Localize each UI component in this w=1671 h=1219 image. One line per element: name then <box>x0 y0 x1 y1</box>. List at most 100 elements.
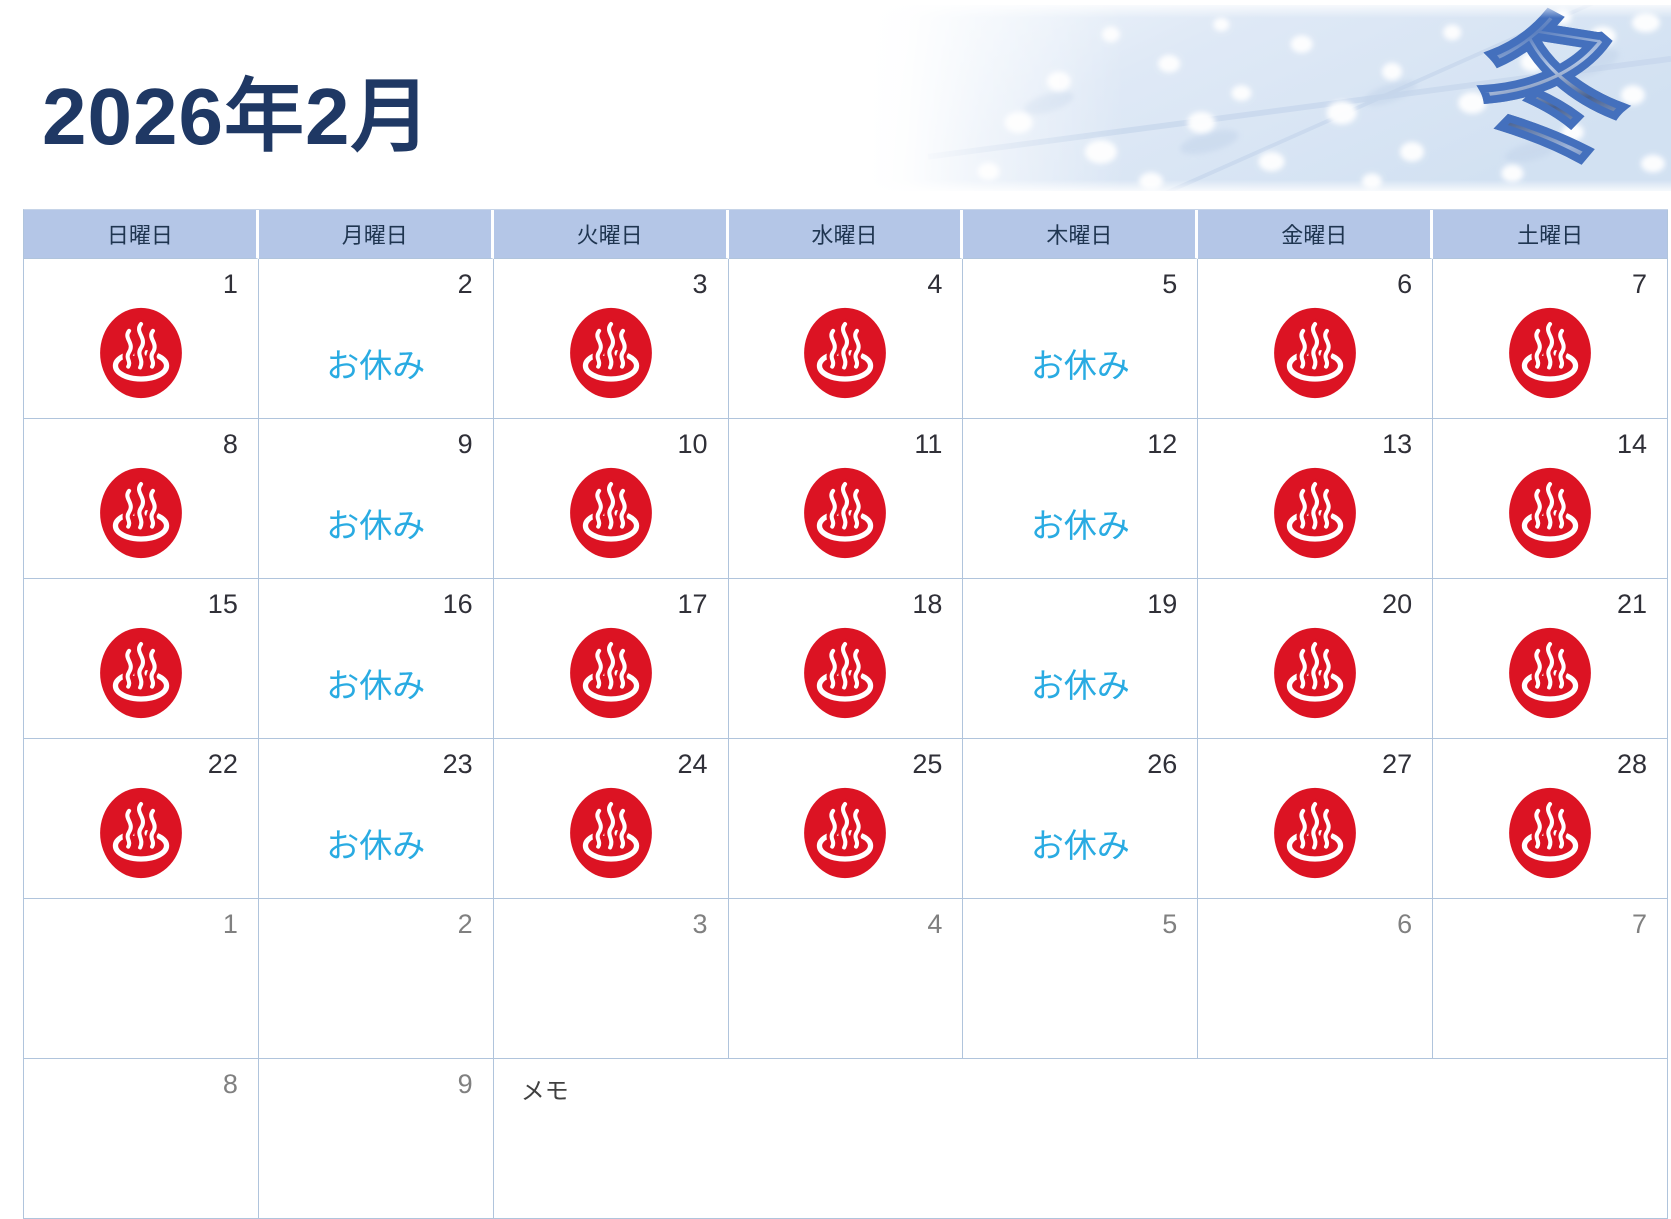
day-number: 26 <box>1147 749 1178 779</box>
day-cell[interactable]: 16 お休み <box>258 579 494 739</box>
day-cell[interactable]: 8 <box>24 1059 259 1219</box>
day-number: 7 <box>1631 909 1647 939</box>
day-number: 28 <box>1616 749 1647 779</box>
hot-spring-icon <box>804 787 887 879</box>
day-cell[interactable]: 20 <box>1198 579 1434 739</box>
hot-spring-icon <box>1274 307 1357 399</box>
weekday-header: 水曜日 <box>728 210 964 259</box>
closed-label: お休み <box>1030 667 1130 704</box>
day-cell[interactable]: 1 <box>24 899 259 1059</box>
hot-spring-icon <box>569 787 652 879</box>
day-number: 5 <box>1162 909 1178 939</box>
hot-spring-icon <box>100 307 182 399</box>
day-cell[interactable]: 12 お休み <box>963 419 1199 579</box>
day-cell[interactable]: 6 <box>1198 259 1434 419</box>
day-cell[interactable]: 17 <box>493 579 729 739</box>
day-cell[interactable]: 8 <box>24 419 259 579</box>
day-number: 20 <box>1382 589 1413 619</box>
weekday-header: 土曜日 <box>1433 210 1668 259</box>
day-cell[interactable]: 3 <box>493 259 729 419</box>
closed-label: お休み <box>1030 347 1130 384</box>
weekday-header: 金曜日 <box>1198 210 1434 259</box>
day-cell[interactable]: 25 <box>728 739 964 899</box>
day-cell[interactable]: 27 <box>1198 739 1434 899</box>
closed-label: お休み <box>326 667 426 704</box>
hot-spring-icon <box>804 467 887 559</box>
day-number: 2 <box>457 909 473 939</box>
day-number: 9 <box>457 429 473 459</box>
day-number: 15 <box>207 589 238 619</box>
day-cell[interactable]: 15 <box>24 579 259 739</box>
day-cell[interactable]: 7 <box>1433 259 1668 419</box>
day-number: 9 <box>457 1069 473 1099</box>
day-cell[interactable]: 7 <box>1433 899 1668 1059</box>
calendar-table: 日曜日 月曜日 火曜日 水曜日 木曜日 金曜日 土曜日 1 2 お休み 3 <box>23 209 1668 1219</box>
day-number: 27 <box>1382 749 1413 779</box>
day-cell[interactable]: 5 お休み <box>963 259 1199 419</box>
day-cell[interactable]: 13 <box>1198 419 1434 579</box>
hot-spring-icon <box>1509 467 1591 559</box>
day-number: 11 <box>914 429 943 459</box>
hot-spring-icon <box>569 467 652 559</box>
hot-spring-icon <box>569 627 652 719</box>
day-cell[interactable]: 10 <box>493 419 729 579</box>
day-cell[interactable]: 4 <box>728 259 964 419</box>
day-cell[interactable]: 11 <box>728 419 964 579</box>
day-cell[interactable]: 2 <box>258 899 494 1059</box>
day-cell[interactable]: 14 <box>1433 419 1668 579</box>
day-number: 4 <box>927 269 943 299</box>
weekday-header: 火曜日 <box>493 210 729 259</box>
closed-label: お休み <box>326 347 426 384</box>
hot-spring-icon <box>804 307 887 399</box>
day-number: 7 <box>1631 269 1647 299</box>
day-cell[interactable]: 3 <box>493 899 729 1059</box>
day-number: 6 <box>1397 269 1413 299</box>
hot-spring-icon <box>1509 787 1591 879</box>
closed-label: お休み <box>1030 827 1130 864</box>
day-cell[interactable]: 28 <box>1433 739 1668 899</box>
hot-spring-icon <box>804 627 887 719</box>
day-cell[interactable]: 23 お休み <box>258 739 494 899</box>
day-cell[interactable]: 9 <box>258 1059 494 1219</box>
day-cell[interactable]: 9 お休み <box>258 419 494 579</box>
winter-kanji: 冬 <box>1465 5 1642 185</box>
day-cell[interactable]: 22 <box>24 739 259 899</box>
hot-spring-icon <box>100 627 182 719</box>
day-number: 12 <box>1147 429 1178 459</box>
closed-label: お休み <box>326 827 426 864</box>
winter-banner-image: 冬 <box>868 5 1671 191</box>
day-number: 5 <box>1162 269 1178 299</box>
day-number: 3 <box>692 269 708 299</box>
day-number: 10 <box>677 429 708 459</box>
day-number: 8 <box>222 429 238 459</box>
day-cell[interactable]: 26 お休み <box>963 739 1199 899</box>
day-number: 13 <box>1382 429 1413 459</box>
day-cell[interactable]: 4 <box>728 899 964 1059</box>
hot-spring-icon <box>1509 627 1591 719</box>
hot-spring-icon <box>1274 787 1357 879</box>
memo-cell[interactable]: メモ <box>493 1059 1668 1219</box>
page-title: 2026年2月 <box>42 72 432 161</box>
hot-spring-icon <box>100 467 182 559</box>
day-cell[interactable]: 5 <box>963 899 1199 1059</box>
day-cell[interactable]: 24 <box>493 739 729 899</box>
day-number: 6 <box>1397 909 1413 939</box>
hot-spring-icon <box>569 307 652 399</box>
hot-spring-icon <box>100 787 182 879</box>
day-number: 14 <box>1616 429 1647 459</box>
day-cell[interactable]: 2 お休み <box>258 259 494 419</box>
hot-spring-icon <box>1274 627 1357 719</box>
day-number: 16 <box>442 589 473 619</box>
day-cell[interactable]: 6 <box>1198 899 1434 1059</box>
day-cell[interactable]: 1 <box>24 259 259 419</box>
day-number: 2 <box>457 269 473 299</box>
weekday-header: 日曜日 <box>24 210 259 259</box>
day-number: 1 <box>222 269 238 299</box>
day-cell[interactable]: 19 お休み <box>963 579 1199 739</box>
day-cell[interactable]: 21 <box>1433 579 1668 739</box>
day-number: 4 <box>927 909 943 939</box>
day-number: 19 <box>1147 589 1178 619</box>
day-cell[interactable]: 18 <box>728 579 964 739</box>
day-number: 1 <box>222 909 238 939</box>
